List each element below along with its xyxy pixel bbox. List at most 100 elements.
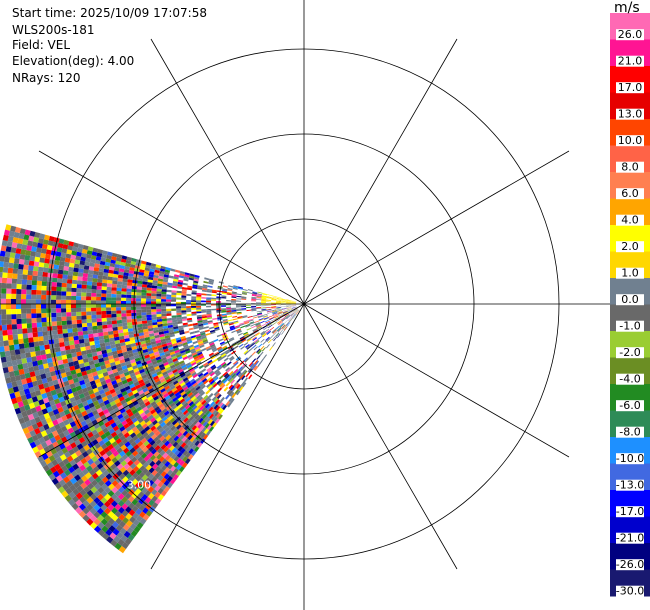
velocity-cell [225, 388, 230, 394]
velocity-cell [266, 299, 272, 301]
velocity-cell [200, 384, 206, 390]
velocity-cell [62, 376, 69, 383]
velocity-cell [93, 336, 100, 341]
velocity-cell [106, 254, 112, 260]
velocity-cell [182, 409, 189, 416]
velocity-cell [247, 290, 253, 293]
velocity-cell [204, 422, 210, 429]
velocity-cell [166, 308, 172, 312]
velocity-cell [256, 302, 261, 304]
velocity-cell [175, 470, 182, 477]
velocity-cell [141, 306, 147, 310]
velocity-cell [118, 335, 125, 340]
velocity-cell [96, 369, 103, 375]
velocity-cell [268, 315, 274, 319]
velocity-cell [164, 271, 170, 276]
velocity-cell [272, 312, 278, 315]
velocity-cell [166, 482, 173, 489]
velocity-cell [95, 426, 103, 433]
velocity-cell [118, 506, 125, 514]
velocity-cell [138, 400, 145, 407]
velocity-cell [258, 316, 264, 319]
velocity-cell [151, 476, 158, 483]
velocity-cell [14, 349, 21, 355]
velocity-cell [34, 389, 42, 397]
velocity-cell [179, 331, 185, 335]
velocity-cell [262, 292, 268, 295]
velocity-cell [121, 297, 127, 301]
velocity-cell [221, 295, 227, 298]
velocity-cell [114, 542, 122, 550]
velocity-cell [285, 314, 290, 319]
velocity-cell [242, 288, 248, 291]
velocity-cell [149, 390, 156, 396]
velocity-cell [206, 312, 212, 315]
velocity-cell [97, 278, 103, 283]
velocity-cell [181, 354, 188, 359]
velocity-cell [277, 310, 282, 312]
velocity-cell [87, 277, 93, 282]
velocity-cell [201, 307, 207, 310]
velocity-cell [143, 455, 150, 462]
velocity-cell [91, 281, 98, 286]
velocity-cell [142, 348, 149, 354]
velocity-cell [181, 318, 188, 322]
velocity-cell [171, 355, 177, 360]
velocity-cell [86, 518, 94, 526]
velocity-cell [179, 454, 186, 460]
velocity-cell [192, 340, 198, 345]
velocity-cell [181, 384, 187, 389]
velocity-cell [86, 385, 93, 392]
velocity-cell [65, 487, 73, 495]
velocity-cell [31, 396, 39, 403]
velocity-cell [158, 331, 165, 335]
velocity-cell [74, 381, 81, 388]
velocity-cell [187, 323, 194, 327]
velocity-cell [34, 232, 41, 238]
velocity-cell [56, 312, 62, 317]
velocity-cell [111, 252, 118, 258]
velocity-cell [158, 273, 165, 277]
velocity-cell [284, 313, 290, 317]
velocity-cell [193, 342, 199, 347]
velocity-cell [41, 317, 47, 323]
velocity-cell [117, 404, 124, 411]
velocity-cell [185, 390, 192, 396]
velocity-cell [285, 314, 290, 318]
velocity-cell [110, 365, 117, 371]
velocity-cell [198, 355, 205, 360]
velocity-cell [129, 414, 136, 421]
velocity-cell [281, 324, 286, 329]
velocity-cell [183, 276, 189, 280]
velocity-cell [136, 306, 142, 310]
velocity-cell [161, 318, 167, 322]
velocity-cell [191, 389, 197, 394]
velocity-cell [145, 261, 152, 266]
velocity-cell [271, 299, 277, 301]
velocity-cell [254, 339, 259, 344]
velocity-cell [246, 296, 252, 299]
velocity-cell [291, 301, 297, 303]
velocity-cell [88, 333, 94, 339]
velocity-cell [286, 315, 291, 319]
velocity-cell [148, 422, 154, 429]
velocity-cell [266, 300, 272, 302]
velocity-cell [111, 293, 117, 298]
velocity-cell [81, 300, 86, 304]
velocity-cell [138, 484, 145, 492]
velocity-cell [168, 382, 175, 388]
velocity-cell [97, 521, 105, 530]
velocity-cell [67, 417, 75, 424]
velocity-cell [253, 338, 259, 343]
velocity-cell [237, 385, 242, 391]
velocity-cell [110, 259, 116, 264]
velocity-cell [183, 328, 189, 332]
velocity-cell [216, 364, 222, 369]
velocity-cell [161, 291, 167, 295]
velocity-cell [202, 321, 208, 324]
velocity-cell [121, 365, 128, 370]
velocity-cell [131, 298, 137, 302]
velocity-cell [107, 327, 113, 332]
velocity-cell [152, 348, 159, 353]
velocity-cell [94, 442, 101, 450]
